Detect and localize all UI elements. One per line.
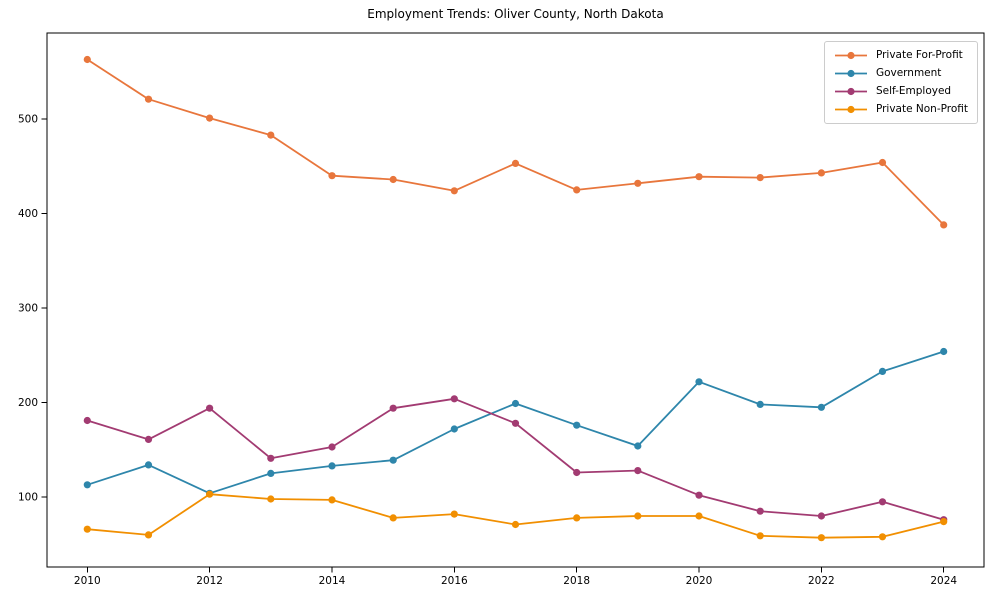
data-point-self-employed-2015 xyxy=(389,404,397,412)
data-point-private-non-profit-2015 xyxy=(389,514,397,522)
x-tick-label: 2024 xyxy=(930,575,957,587)
data-point-private-for-profit-2015 xyxy=(389,175,397,184)
data-point-self-employed-2010 xyxy=(83,416,91,425)
legend-label: Private Non-Profit xyxy=(875,103,968,115)
legend-marker-private-for-profit xyxy=(834,51,867,60)
x-tick-label: 2014 xyxy=(319,575,346,587)
series-line-private-for-profit xyxy=(86,58,945,226)
legend-marker-government xyxy=(834,69,867,78)
data-point-self-employed-2023 xyxy=(878,498,887,506)
legend-marker-private-non-profit xyxy=(834,105,867,114)
data-point-private-non-profit-2019 xyxy=(634,512,642,520)
x-tick-label: 2016 xyxy=(441,575,468,587)
data-point-government-2015 xyxy=(389,456,397,464)
data-point-private-non-profit-2018 xyxy=(573,514,581,522)
data-point-private-non-profit-2021 xyxy=(756,532,764,540)
data-point-private-non-profit-2024 xyxy=(940,518,948,526)
data-point-self-employed-2021 xyxy=(756,507,764,515)
series-line-self-employed xyxy=(86,397,945,521)
data-point-private-non-profit-2023 xyxy=(878,533,887,541)
data-point-government-2018 xyxy=(573,421,581,429)
legend-item-private-for-profit: Private For-Profit xyxy=(834,49,968,62)
chart-legend: Private For-Profit Government Self-Employe… xyxy=(823,41,978,124)
data-point-private-for-profit-2024 xyxy=(940,221,948,229)
data-point-government-2019 xyxy=(634,442,642,450)
data-point-self-employed-2018 xyxy=(573,468,581,477)
data-point-self-employed-2022 xyxy=(817,512,826,520)
x-tick-label: 2018 xyxy=(563,575,590,587)
data-point-self-employed-2014 xyxy=(328,443,336,451)
legend-label: Self-Employed xyxy=(875,85,952,97)
data-point-government-2022 xyxy=(817,403,826,411)
data-point-private-for-profit-2022 xyxy=(817,169,826,177)
data-point-private-for-profit-2016 xyxy=(450,187,458,195)
data-point-government-2010 xyxy=(83,481,91,489)
data-point-self-employed-2017 xyxy=(511,419,520,427)
data-point-private-for-profit-2017 xyxy=(511,159,520,167)
legend-label: Government xyxy=(875,67,942,79)
data-point-government-2023 xyxy=(878,367,887,375)
legend-item-private-non-profit: Private Non-Profit xyxy=(834,103,968,116)
data-point-government-2011 xyxy=(144,461,153,469)
data-point-private-non-profit-2017 xyxy=(511,520,520,529)
x-tick-label: 2010 xyxy=(74,575,101,587)
y-tick-label: 500 xyxy=(18,114,38,126)
x-tick-label: 2020 xyxy=(686,575,713,587)
data-point-self-employed-2020 xyxy=(695,491,703,499)
data-point-private-for-profit-2013 xyxy=(267,131,275,139)
y-tick-label: 100 xyxy=(18,492,38,504)
data-point-private-for-profit-2019 xyxy=(634,179,642,187)
data-point-private-for-profit-2021 xyxy=(756,174,764,182)
data-point-private-non-profit-2020 xyxy=(695,512,703,520)
data-point-private-for-profit-2014 xyxy=(328,172,336,180)
data-point-private-non-profit-2012 xyxy=(206,490,214,498)
legend-item-government: Government xyxy=(834,67,968,80)
data-point-self-employed-2011 xyxy=(144,435,153,443)
data-point-government-2024 xyxy=(940,347,948,356)
y-tick-label: 300 xyxy=(18,303,38,315)
x-tick-label: 2022 xyxy=(808,575,835,587)
data-point-self-employed-2012 xyxy=(206,404,214,412)
data-point-government-2021 xyxy=(756,400,764,408)
legend-marker-self-employed xyxy=(834,87,867,96)
data-point-government-2013 xyxy=(267,469,275,477)
data-point-government-2014 xyxy=(328,462,336,470)
data-point-government-2016 xyxy=(450,425,458,433)
data-point-self-employed-2016 xyxy=(450,395,458,403)
data-point-private-for-profit-2010 xyxy=(83,55,91,64)
data-point-private-non-profit-2011 xyxy=(144,531,153,539)
data-point-government-2017 xyxy=(511,399,520,408)
plot-border xyxy=(46,32,985,568)
data-point-private-for-profit-2023 xyxy=(878,158,887,167)
data-point-private-non-profit-2014 xyxy=(328,496,336,504)
data-point-private-for-profit-2012 xyxy=(206,114,214,122)
legend-item-self-employed: Self-Employed xyxy=(834,85,968,98)
y-tick-label: 400 xyxy=(18,208,38,220)
data-point-government-2020 xyxy=(695,378,703,386)
data-point-private-for-profit-2020 xyxy=(695,173,703,181)
data-point-private-for-profit-2018 xyxy=(573,186,581,194)
data-point-private-non-profit-2016 xyxy=(450,510,458,518)
x-tick-label: 2012 xyxy=(196,575,223,587)
chart-title: Employment Trends: Oliver County, North … xyxy=(367,7,664,21)
y-tick-label: 200 xyxy=(18,397,38,409)
data-point-self-employed-2013 xyxy=(267,454,275,462)
data-point-private-non-profit-2010 xyxy=(83,525,91,533)
data-point-private-non-profit-2013 xyxy=(267,495,275,503)
data-point-private-for-profit-2011 xyxy=(144,95,153,103)
data-point-self-employed-2019 xyxy=(634,467,642,475)
data-point-private-non-profit-2022 xyxy=(817,534,826,542)
legend-label: Private For-Profit xyxy=(875,49,963,61)
